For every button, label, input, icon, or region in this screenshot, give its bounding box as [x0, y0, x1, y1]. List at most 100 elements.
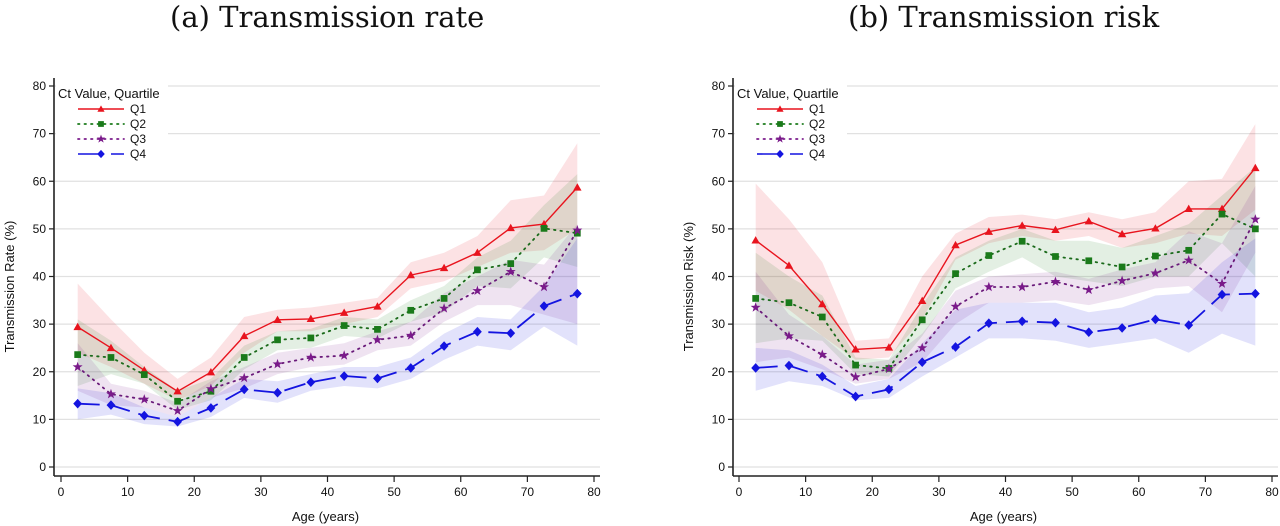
panel-b-title: (b) Transmission risk	[848, 0, 1160, 34]
y-tick-label: 30	[33, 317, 47, 331]
confidence-bands	[77, 143, 578, 427]
x-tick-label: 80	[1265, 485, 1279, 499]
series-q1	[73, 183, 582, 395]
data-point	[817, 371, 827, 382]
data-point	[339, 308, 349, 316]
data-point	[1050, 276, 1061, 286]
data-point	[1185, 246, 1193, 254]
data-point	[1251, 225, 1259, 233]
data-point	[73, 322, 82, 331]
data-point	[852, 361, 859, 369]
ci-band-q3	[77, 224, 578, 417]
y-axis-title: Transmission Rate (%)	[2, 221, 17, 353]
legend-marker-star-icon	[775, 134, 785, 143]
data-point	[1217, 289, 1227, 300]
series-line-q3	[76, 229, 579, 412]
chart-panel-a: 0 10 20 30 40 50 60 70 80 0 10 20 30 40 50 60 70 80 Age (y…	[2, 78, 601, 524]
data-point	[818, 299, 827, 308]
data-point	[1017, 221, 1027, 229]
data-point	[1217, 204, 1227, 213]
y-tick-label: 30	[712, 317, 726, 331]
data-point	[951, 342, 960, 352]
data-point	[950, 301, 961, 311]
data-point	[1052, 253, 1059, 260]
x-tick-label: 70	[521, 485, 535, 499]
data-point	[273, 315, 282, 323]
data-point	[273, 387, 282, 398]
data-point	[206, 403, 216, 413]
data-point	[983, 281, 994, 292]
x-tick-label: 20	[188, 485, 202, 499]
data-point	[1150, 314, 1160, 325]
data-point	[105, 388, 116, 399]
data-point	[784, 261, 794, 269]
x-tick-label: 30	[254, 485, 268, 499]
data-point	[1251, 163, 1260, 172]
legend-item-q2: Q2	[77, 117, 146, 131]
data-point	[1084, 327, 1094, 338]
data-point	[306, 314, 316, 323]
data-point	[205, 383, 216, 394]
data-point	[407, 306, 415, 314]
data-point	[305, 352, 316, 362]
data-point	[339, 350, 350, 360]
legend-background	[56, 80, 168, 160]
data-point	[1117, 275, 1128, 286]
data-point	[572, 288, 582, 299]
data-point	[439, 303, 450, 313]
data-point	[1218, 210, 1226, 218]
data-point	[139, 410, 149, 421]
legend-label-q1: Q1	[130, 102, 146, 116]
data-point	[917, 357, 927, 368]
data-point	[406, 363, 416, 373]
x-axis-title: Age (years)	[970, 509, 1037, 524]
data-point	[1151, 224, 1160, 232]
legend-marker-diamond-icon	[776, 149, 784, 159]
data-point	[173, 416, 183, 427]
data-point	[74, 351, 82, 358]
data-point	[1150, 267, 1161, 278]
data-point	[952, 270, 959, 278]
legend-marker-square-icon	[98, 121, 104, 127]
series-q4	[73, 288, 582, 427]
legend-label-q4: Q4	[809, 147, 825, 161]
data-point	[240, 331, 249, 340]
axes: 0 10 20 30 40 50 60 70 80 0 10 20 30 40 50 60 70 80 Age (y…	[681, 78, 1279, 524]
series-q4	[751, 288, 1260, 402]
data-point	[72, 361, 83, 372]
legend-background	[735, 80, 847, 160]
data-point	[851, 345, 860, 353]
data-point	[851, 391, 861, 402]
x-tick-label: 30	[932, 485, 946, 499]
y-axis-title: Transmission Risk (%)	[681, 222, 696, 352]
series-line-q2	[76, 227, 579, 403]
y-tick-label: 10	[712, 412, 726, 426]
data-point	[239, 384, 249, 395]
axes: 0 10 20 30 40 50 60 70 80 0 10 20 30 40 50 60 70 80 Age (y…	[2, 78, 601, 524]
y-tick-label: 60	[33, 174, 47, 188]
ci-band-q1	[77, 143, 578, 401]
x-tick-label: 0	[58, 485, 65, 499]
series-line-q3	[754, 218, 1257, 378]
legend-title: Ct Value, Quartile	[58, 86, 160, 101]
y-tick-label: 70	[712, 127, 726, 141]
data-point	[507, 260, 515, 268]
data-point	[340, 322, 348, 329]
data-point	[784, 360, 794, 371]
data-point	[472, 285, 483, 296]
series-q3	[750, 214, 1261, 382]
data-point	[474, 266, 481, 274]
legend-label-q2: Q2	[809, 117, 825, 131]
data-point	[506, 328, 516, 339]
data-point	[405, 330, 416, 340]
ci-band-q4	[755, 238, 1256, 401]
data-point	[107, 354, 115, 361]
y-tick-label: 20	[33, 365, 47, 379]
chart-panel-b: 0 10 20 30 40 50 60 70 80 0 10 20 30 40 50 60 70 80 Age (y…	[681, 78, 1279, 524]
data-point	[752, 295, 760, 302]
legend-item-q1: Q1	[757, 102, 825, 116]
series-q1	[751, 163, 1260, 353]
data-point	[984, 227, 994, 235]
data-point	[1117, 229, 1127, 238]
